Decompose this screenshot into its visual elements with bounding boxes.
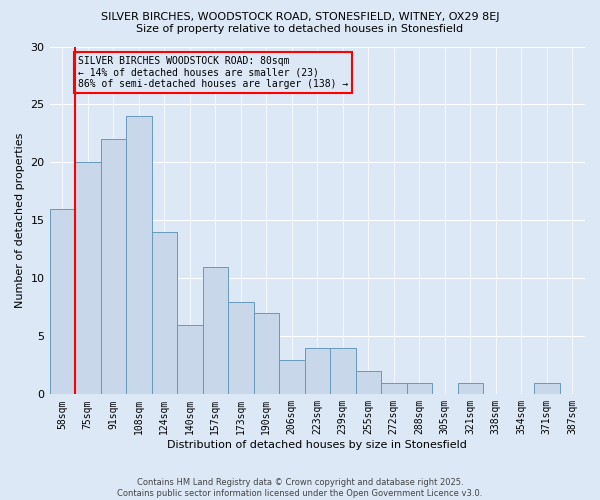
Bar	[101, 140, 126, 394]
Bar	[407, 382, 432, 394]
Bar	[50, 209, 75, 394]
Bar	[279, 360, 305, 394]
Bar	[330, 348, 356, 395]
Bar	[203, 267, 228, 394]
Bar	[381, 382, 407, 394]
Bar	[458, 382, 483, 394]
X-axis label: Distribution of detached houses by size in Stonesfield: Distribution of detached houses by size …	[167, 440, 467, 450]
Bar	[356, 371, 381, 394]
Bar	[126, 116, 152, 394]
Text: Contains HM Land Registry data © Crown copyright and database right 2025.
Contai: Contains HM Land Registry data © Crown c…	[118, 478, 482, 498]
Bar	[152, 232, 177, 394]
Bar	[177, 325, 203, 394]
Text: SILVER BIRCHES WOODSTOCK ROAD: 80sqm
← 14% of detached houses are smaller (23)
8: SILVER BIRCHES WOODSTOCK ROAD: 80sqm ← 1…	[77, 56, 348, 89]
Text: Size of property relative to detached houses in Stonesfield: Size of property relative to detached ho…	[136, 24, 464, 34]
Y-axis label: Number of detached properties: Number of detached properties	[15, 132, 25, 308]
Bar	[305, 348, 330, 395]
Bar	[254, 313, 279, 394]
Text: SILVER BIRCHES, WOODSTOCK ROAD, STONESFIELD, WITNEY, OX29 8EJ: SILVER BIRCHES, WOODSTOCK ROAD, STONESFI…	[101, 12, 499, 22]
Bar	[228, 302, 254, 394]
Bar	[534, 382, 560, 394]
Bar	[75, 162, 101, 394]
